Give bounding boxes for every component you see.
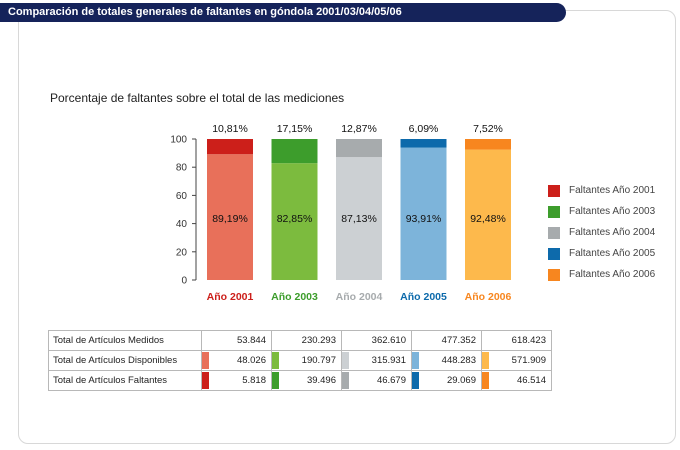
bar-data-label-faltantes: 12,87% (341, 123, 377, 135)
table-cell-swatch (412, 352, 419, 369)
bar-data-label-faltantes: 6,09% (409, 123, 439, 135)
bar-data-label-disponibles: 82,85% (277, 213, 313, 225)
bar-faltantes (400, 139, 447, 148)
bar-faltantes (271, 139, 318, 164)
table-cell-swatch (272, 372, 279, 389)
chart-legend: Faltantes Año 2001 Faltantes Año 2003 Falt… (548, 180, 655, 285)
bar-faltantes (465, 139, 511, 150)
table-cell: 190.797 (271, 350, 342, 371)
legend-swatch (548, 184, 560, 197)
table-cell-value: 362.610 (371, 335, 406, 346)
table-cell-value: 53.844 (236, 335, 266, 346)
x-category-label: Año 2003 (271, 291, 318, 303)
table-cell-swatch (342, 372, 349, 389)
legend-label: Faltantes Año 2003 (569, 206, 656, 217)
bar-faltantes (207, 139, 253, 155)
legend-swatch (548, 268, 560, 281)
bar-data-label-faltantes: 10,81% (212, 123, 248, 135)
table-cell-swatch (272, 352, 279, 369)
legend-swatch (548, 247, 560, 260)
table-cell-swatch (482, 352, 489, 369)
table-cell-value: 618.423 (511, 335, 546, 346)
table-cell-swatch (482, 372, 489, 389)
table-cell-swatch (342, 352, 349, 369)
table-cell-swatch (412, 372, 419, 389)
y-tick-label: 80 (176, 163, 188, 174)
table-row: Total de Artículos Medidos 53.844 230.293 3… (48, 330, 552, 351)
table-cell: 230.293 (271, 330, 342, 351)
legend-label: Faltantes Año 2001 (569, 185, 656, 196)
table-cell-value: 5.818 (242, 375, 266, 386)
bar-data-label-disponibles: 87,13% (341, 213, 377, 225)
table-cell-value: 448.283 (441, 355, 476, 366)
table-cell: 448.283 (411, 350, 482, 371)
legend-swatch (548, 226, 560, 239)
table-cell: 53.844 (201, 330, 272, 351)
bar-disponibles (207, 154, 253, 280)
table-cell: 46.514 (481, 370, 552, 391)
x-category-label: Año 2005 (400, 291, 447, 303)
table-cell: 5.818 (201, 370, 272, 391)
table-cell-value: 571.909 (511, 355, 546, 366)
bar-disponibles (271, 163, 318, 280)
table-cell-value: 315.931 (371, 355, 406, 366)
legend-item: Faltantes Año 2003 (548, 201, 655, 222)
y-tick-label: 60 (176, 191, 188, 202)
table-cell-value: 190.797 (301, 355, 336, 366)
bar-faltantes (336, 139, 382, 158)
bar-disponibles (465, 149, 511, 280)
table-cell-value: 230.293 (301, 335, 336, 346)
legend-label: Faltantes Año 2004 (569, 227, 656, 238)
table-row-label: Total de Artículos Disponibles (48, 350, 202, 371)
table-cell: 571.909 (481, 350, 552, 371)
bar-disponibles (336, 157, 382, 280)
y-tick-label: 100 (170, 135, 187, 146)
table-cell: 29.069 (411, 370, 482, 391)
table-cell-swatch (202, 372, 209, 389)
y-tick-label: 0 (181, 276, 187, 287)
bar-data-label-disponibles: 89,19% (212, 213, 248, 225)
legend-item: Faltantes Año 2005 (548, 243, 655, 264)
bar-data-label-faltantes: 17,15% (277, 123, 313, 135)
table-cell: 46.679 (341, 370, 412, 391)
table-cell-value: 48.026 (236, 355, 266, 366)
table-cell: 39.496 (271, 370, 342, 391)
x-category-label: Año 2001 (207, 291, 254, 303)
table-row-label: Total de Artículos Medidos (48, 330, 202, 351)
table-cell: 48.026 (201, 350, 272, 371)
table-row-label: Total de Artículos Faltantes (48, 370, 202, 391)
stacked-bar-chart: 0 20 40 60 80 100 89,19% 10,81% Año 2001 82,85% 17… (170, 123, 512, 303)
table-cell: 362.610 (341, 330, 412, 351)
legend-item: Faltantes Año 2001 (548, 180, 655, 201)
bar-data-label-faltantes: 7,52% (473, 123, 503, 135)
bar-data-label-disponibles: 93,91% (406, 213, 442, 225)
y-tick-label: 40 (176, 219, 188, 230)
legend-item: Faltantes Año 2006 (548, 264, 655, 285)
legend-swatch (548, 205, 560, 218)
legend-label: Faltantes Año 2006 (569, 269, 656, 280)
table-row: Total de Artículos Disponibles 48.026 190.… (48, 350, 552, 371)
table-row: Total de Artículos Faltantes 5.818 39.496 4… (48, 370, 552, 391)
table-cell-value: 46.679 (376, 375, 406, 386)
legend-item: Faltantes Año 2004 (548, 222, 655, 243)
table-cell-value: 39.496 (306, 375, 336, 386)
page-title: Comparación de totales generales de falt… (8, 6, 402, 18)
title-bar: Comparación de totales generales de falt… (0, 3, 566, 22)
table-cell: 618.423 (481, 330, 552, 351)
table-cell: 315.931 (341, 350, 412, 371)
table-cell: 477.352 (411, 330, 482, 351)
chart-title: Porcentaje de faltantes sobre el total d… (50, 91, 345, 105)
x-category-label: Año 2006 (465, 291, 512, 303)
bar-disponibles (400, 147, 447, 280)
y-tick-label: 20 (176, 247, 188, 258)
table-cell-value: 46.514 (516, 375, 546, 386)
table-cell-value: 477.352 (441, 335, 476, 346)
totals-table: Total de Artículos Medidos 53.844 230.293 3… (48, 330, 552, 391)
x-category-label: Año 2004 (336, 291, 383, 303)
legend-label: Faltantes Año 2005 (569, 248, 656, 259)
bar-data-label-disponibles: 92,48% (470, 213, 506, 225)
table-cell-swatch (202, 352, 209, 369)
table-cell-value: 29.069 (446, 375, 476, 386)
